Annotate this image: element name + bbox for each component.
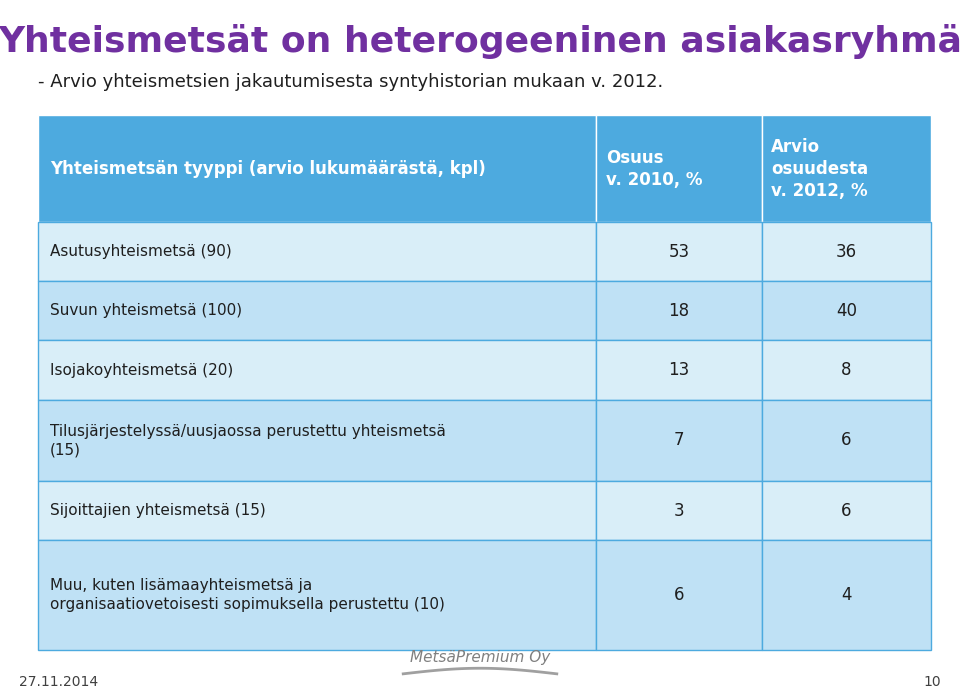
Text: Tilusjärjestelyssä/uusjaossa perustettu yhteismetsä
(15): Tilusjärjestelyssä/uusjaossa perustettu … [50,424,445,457]
Bar [761,540,931,650]
Text: 8: 8 [841,361,852,379]
Text: MetsäPremium Oy: MetsäPremium Oy [410,651,550,665]
Bar [596,400,761,481]
Text: Yhteismetsät on heterogeeninen asiakasryhmä: Yhteismetsät on heterogeeninen asiakasry… [0,24,960,59]
Text: 13: 13 [668,361,689,379]
Bar [596,222,761,282]
Text: Osuus
v. 2010, %: Osuus v. 2010, % [606,149,703,189]
Text: Isojakoyhteismetsä (20): Isojakoyhteismetsä (20) [50,363,233,377]
Bar [596,115,761,222]
Bar [38,481,596,540]
Text: 7: 7 [674,431,684,449]
Text: 10: 10 [924,675,941,689]
Bar [596,340,761,400]
Text: 18: 18 [668,302,689,320]
Bar [38,222,596,282]
Bar [38,400,596,481]
Bar [38,115,596,222]
Text: 40: 40 [836,302,857,320]
Text: Suvun yhteismetsä (100): Suvun yhteismetsä (100) [50,303,242,319]
Bar [38,282,596,340]
Text: 3: 3 [674,502,684,520]
Text: 6: 6 [674,586,684,604]
Text: 6: 6 [841,431,852,449]
Bar [596,481,761,540]
Text: - Arvio yhteismetsien jakautumisesta syntyhistorian mukaan v. 2012.: - Arvio yhteismetsien jakautumisesta syn… [38,73,663,92]
Text: 4: 4 [841,586,852,604]
Text: Yhteismetsän tyyppi (arvio lukumäärästä, kpl): Yhteismetsän tyyppi (arvio lukumäärästä,… [50,160,486,178]
Bar [761,400,931,481]
Bar [761,282,931,340]
Text: Asutusyhteismetsä (90): Asutusyhteismetsä (90) [50,245,231,259]
Text: 36: 36 [836,243,857,261]
Bar [596,282,761,340]
Text: 27.11.2014: 27.11.2014 [19,675,98,689]
Text: 53: 53 [668,243,689,261]
Bar [596,540,761,650]
Bar [761,115,931,222]
Text: Muu, kuten lisämaayhteismetsä ja
organisaatiovetoisesti sopimuksella perustettu : Muu, kuten lisämaayhteismetsä ja organis… [50,578,444,612]
Text: Arvio
osuudesta
v. 2012, %: Arvio osuudesta v. 2012, % [771,138,868,200]
Bar [761,222,931,282]
Bar [38,340,596,400]
Text: 6: 6 [841,502,852,520]
Text: Sijoittajien yhteismetsä (15): Sijoittajien yhteismetsä (15) [50,503,266,518]
Bar [761,340,931,400]
Bar [38,540,596,650]
Bar [761,481,931,540]
